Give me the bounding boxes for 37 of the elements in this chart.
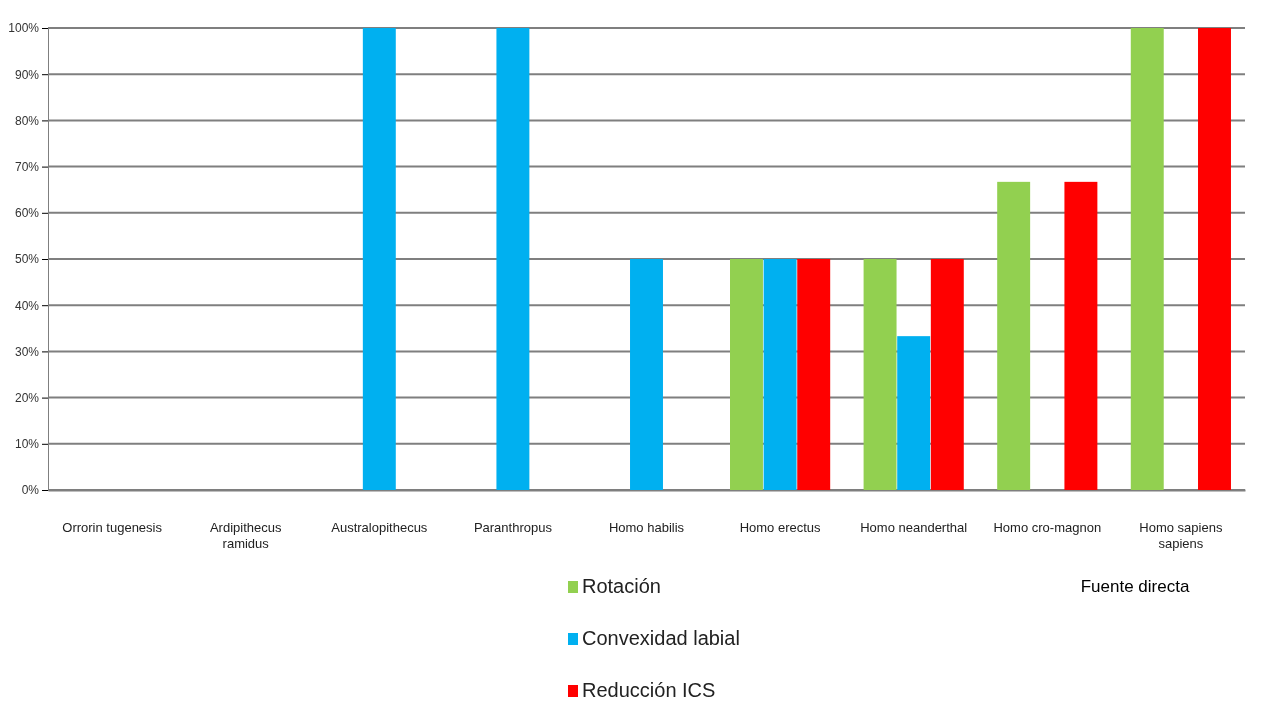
x-tick-label: Paranthropus — [473, 520, 553, 535]
bar — [730, 259, 763, 490]
y-tick-label: 100% — [8, 21, 40, 36]
bar — [630, 259, 663, 490]
x-tick-label: Ardipithecus ramidus — [209, 520, 282, 551]
y-tick-label: 40% — [14, 298, 40, 313]
x-tick-label: Homo sapiens sapiens — [1139, 520, 1223, 551]
y-tick-label: 30% — [14, 344, 40, 359]
bar — [1064, 181, 1098, 490]
bar — [496, 28, 530, 490]
y-tick-label: 70% — [14, 159, 40, 174]
bar — [1198, 28, 1231, 490]
bar — [362, 28, 396, 490]
legend-label: Convexidad labial — [582, 627, 740, 649]
x-tick-label: Homo erectus — [739, 520, 822, 535]
x-tick-label: Homo habilis — [608, 520, 685, 535]
y-tick-label: 20% — [14, 390, 40, 405]
x-tick-label: Homo neanderthal — [860, 520, 968, 535]
bar — [930, 259, 964, 490]
y-tick-label: 50% — [14, 252, 40, 267]
legend-label: Rotación — [582, 575, 661, 597]
source-note: Fuente directa — [1080, 577, 1190, 596]
x-tick-label: Homo cro-magnon — [993, 520, 1102, 535]
bar — [863, 259, 897, 490]
bar — [997, 181, 1031, 490]
y-tick-label: 60% — [14, 206, 40, 221]
x-tick-label: Orrorin tugenesis — [62, 520, 163, 535]
y-tick-label: 0% — [21, 483, 40, 498]
bar — [897, 336, 931, 490]
y-tick-label: 90% — [14, 67, 40, 82]
bar — [1130, 28, 1164, 490]
legend-label: Reducción ICS — [582, 679, 716, 701]
x-tick-label: Australopithecus — [331, 520, 428, 535]
bar — [797, 259, 831, 490]
y-tick-label: 10% — [14, 437, 40, 452]
y-tick-label: 80% — [14, 113, 40, 128]
bar — [763, 259, 797, 490]
